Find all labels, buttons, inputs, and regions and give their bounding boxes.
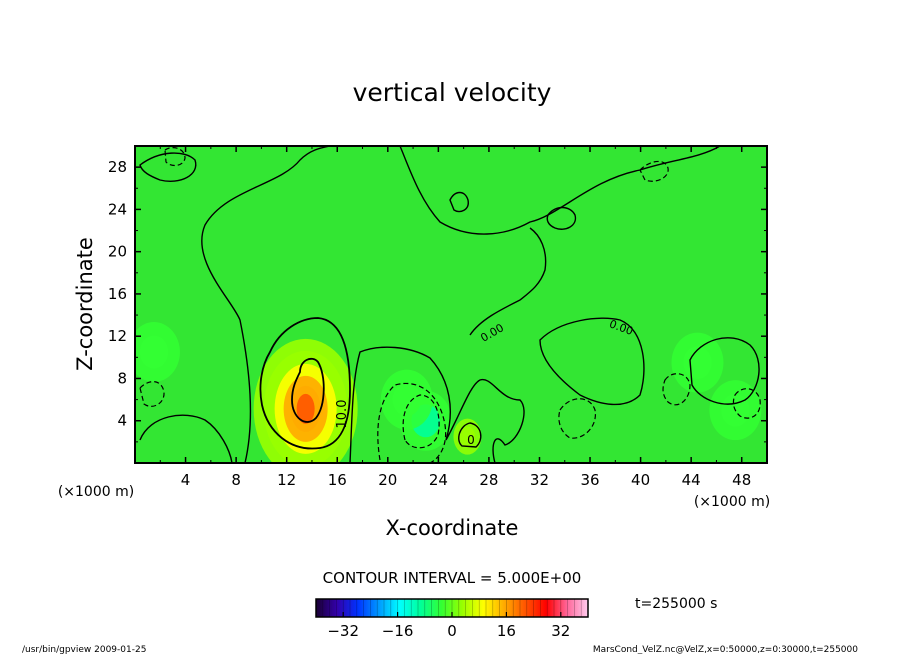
y-tick-label: 4 — [117, 412, 127, 430]
contour-label-0: 0 — [467, 433, 475, 447]
colorbar-ticks: −32 −16 0 16 32 — [327, 612, 570, 640]
contour-line — [139, 152, 197, 182]
anomaly-min-core — [392, 383, 422, 417]
contour-line — [546, 206, 577, 230]
x-tick-label: 4 — [181, 471, 191, 489]
contour-line — [259, 317, 351, 450]
x-tick-label: 40 — [631, 471, 650, 489]
x-axis-ticks: 4 8 12 16 20 24 28 32 36 40 44 48 — [159, 146, 751, 489]
contour-interval-text: CONTOUR INTERVAL = 5.000E+00 — [323, 569, 582, 587]
colorbar-tick-label: 0 — [447, 622, 457, 640]
x-tick-label: 24 — [429, 471, 448, 489]
y-axis-ticks: 4 8 12 16 20 24 28 — [108, 158, 767, 443]
footer-left: /usr/bin/gpview 2009-01-25 — [22, 645, 146, 654]
y-tick-label: 16 — [108, 285, 127, 303]
anomaly-positive-core — [459, 426, 476, 447]
colorbar-stripes — [322, 599, 582, 617]
contour-line-negative — [558, 398, 597, 439]
chart-title: vertical velocity — [353, 78, 552, 107]
contour-line — [458, 422, 482, 448]
x-unit-label-right: (×1000 m) — [694, 494, 770, 510]
x-tick-label: 28 — [479, 471, 498, 489]
contour-line — [139, 414, 233, 463]
time-label: t=255000 s — [635, 596, 717, 612]
footer-right: MarsCond_VelZ.nc@VelZ,x=0:50000,z=0:3000… — [593, 645, 858, 654]
x-tick-label: 32 — [530, 471, 549, 489]
colorbar-tick-label: −16 — [382, 622, 414, 640]
colorbar-tick-label: −32 — [327, 622, 359, 640]
contour-line — [291, 358, 325, 423]
contour-line — [449, 191, 469, 213]
y-axis-title: Z-coordinate — [73, 237, 97, 371]
contour-line-negative — [139, 381, 165, 407]
contour-label-10: 10.0 — [335, 400, 350, 429]
colorbar-fill — [316, 599, 588, 617]
colorbar-tick-label: 32 — [551, 622, 570, 640]
x-tick-label: 12 — [277, 471, 296, 489]
contour-line-negative — [377, 382, 447, 463]
anomaly-min-core — [683, 346, 712, 380]
x-axis-title: X-coordinate — [386, 516, 519, 540]
contour-line-negative — [164, 147, 186, 167]
y-tick-label: 24 — [108, 200, 127, 218]
x-tick-label: 8 — [231, 471, 241, 489]
colorbar: −32 −16 0 16 32 — [315, 598, 589, 640]
anomaly-max-shell — [296, 393, 315, 424]
x-tick-label: 48 — [732, 471, 751, 489]
anomaly-min-core — [139, 335, 169, 369]
contour-line — [689, 337, 760, 405]
contour-line — [469, 227, 547, 336]
contour-line — [201, 146, 331, 463]
contour-line — [539, 317, 645, 406]
x-tick-label: 36 — [580, 471, 599, 489]
contour-lines — [139, 146, 761, 463]
x-tick-label: 44 — [682, 471, 701, 489]
y-tick-label: 8 — [117, 369, 127, 387]
contour-line — [349, 346, 525, 463]
contour-line-negative — [639, 160, 669, 182]
x-tick-label: 16 — [328, 471, 347, 489]
y-tick-label: 28 — [108, 158, 127, 176]
plot-frame — [134, 145, 768, 464]
y-tick-label: 12 — [108, 327, 127, 345]
contour-line-negative — [662, 373, 691, 406]
x-tick-label: 20 — [378, 471, 397, 489]
colorbar-tick-label: 16 — [497, 622, 516, 640]
contour-line-negative — [732, 388, 761, 419]
contour-line-negative — [402, 394, 440, 449]
plot-field — [135, 146, 767, 463]
y-tick-label: 20 — [108, 243, 127, 261]
x-unit-label-left: (×1000 m) — [58, 484, 134, 500]
